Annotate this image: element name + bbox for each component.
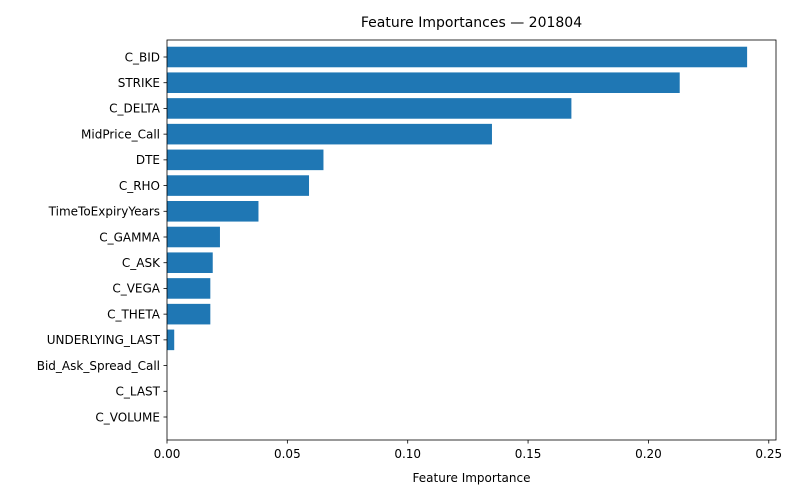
bar-c-delta [167,98,572,119]
y-axis-ticks: C_BID STRIKE C_DELTA MidPrice_Call DTE C_RHO T… [37,50,167,424]
y-tick-label: STRIKE [118,76,160,90]
plot-frame [166,39,777,441]
bar-underlying-last [167,329,175,351]
chart-title: Feature Importances — 201804 [361,15,582,31]
y-tick-label: C_GAMMA [99,230,161,244]
y-tick-label: Bid_Ask_Spread_Call [37,359,160,373]
bar-strike [167,72,680,93]
bar-dte [167,149,324,171]
x-tick-label: 0.10 [394,447,421,461]
x-axis-label: Feature Importance [413,471,531,485]
y-tick-label: C_BID [125,50,160,64]
y-tick-label: C_DELTA [109,102,161,116]
bar-midprice-call [167,123,492,145]
bar-timetoexpiryyears [167,201,259,222]
bar-c-vega [167,278,211,299]
y-tick-label: C_LAST [116,385,161,399]
y-tick-label: UNDERLYING_LAST [47,333,161,347]
bar-c-theta [167,303,211,325]
bar-c-gamma [167,226,220,248]
y-tick-label: MidPrice_Call [81,127,160,141]
x-tick-label: 0.05 [274,447,301,461]
y-tick-label: C_THETA [107,307,161,321]
bars [167,46,748,351]
y-tick-label: C_RHO [119,179,160,193]
bar-c-rho [167,175,310,196]
x-tick-label: 0.20 [635,447,662,461]
x-tick-label: 0.15 [515,447,542,461]
y-tick-label: TimeToExpiryYears [48,205,160,219]
y-tick-label: DTE [136,153,160,167]
y-tick-label: C_VEGA [112,282,160,296]
bar-c-bid [167,46,748,68]
bar-c-ask [167,252,213,273]
x-axis-ticks: 0.00 0.05 0.10 0.15 0.20 0.25 [154,440,782,461]
x-tick-label: 0.25 [755,447,782,461]
x-tick-label: 0.00 [154,447,181,461]
y-tick-label: C_ASK [122,256,161,270]
y-tick-label: C_VOLUME [95,410,160,424]
